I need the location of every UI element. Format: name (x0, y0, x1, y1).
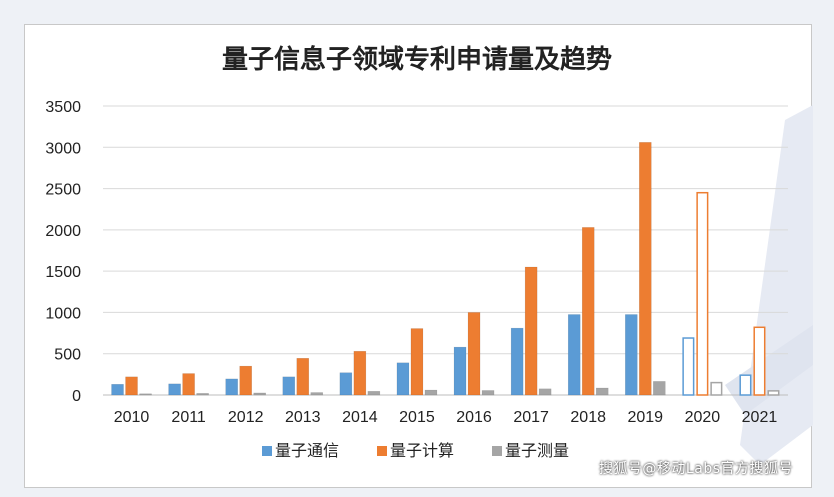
x-tick-label: 2019 (627, 409, 663, 426)
x-tick-label: 2012 (228, 409, 264, 426)
bar (197, 393, 209, 395)
bar (140, 394, 152, 395)
legend-label: 量子计算 (390, 441, 454, 460)
bar (368, 391, 380, 395)
bar (169, 384, 181, 395)
bar (240, 366, 252, 395)
bar (468, 312, 480, 395)
y-tick-label: 3000 (45, 140, 81, 157)
x-tick-label: 2020 (685, 409, 721, 426)
x-tick-label: 2016 (456, 409, 492, 426)
bar (697, 193, 708, 395)
bar (511, 328, 523, 395)
x-tick-label: 2011 (171, 409, 206, 426)
legend-swatch (377, 446, 387, 456)
y-tick-label: 1500 (45, 264, 81, 281)
x-tick-label: 2010 (114, 409, 150, 426)
legend-item: 量子测量 (492, 441, 569, 460)
bar (425, 390, 437, 395)
bar (568, 314, 580, 395)
bars (112, 142, 779, 395)
bar (254, 393, 266, 395)
bar (653, 381, 665, 395)
chart-frame: 0 500 1000 1500 2000 2500 3000 3500 2010 2011 201… (24, 24, 812, 488)
legend-swatch (262, 446, 272, 456)
legend-label: 量子通信 (275, 441, 339, 460)
x-tick-label: 2015 (399, 409, 435, 426)
x-tick-label: 2014 (342, 409, 378, 426)
bar (340, 373, 352, 395)
bar (454, 347, 466, 395)
legend-label: 量子测量 (505, 441, 569, 460)
bar (226, 379, 238, 395)
bar (711, 383, 722, 395)
bar (482, 390, 494, 395)
bar (397, 363, 409, 395)
x-tick-label: 2021 (742, 409, 778, 426)
y-tick-label: 500 (54, 347, 81, 364)
legend: 量子通信 量子计算 量子测量 (262, 441, 569, 460)
y-tick-label: 1000 (45, 305, 81, 322)
bar (311, 393, 323, 395)
bar (768, 391, 779, 395)
bar (639, 142, 651, 395)
watermark-text: 搜狐号@移动Labs官方搜狐号 (599, 458, 793, 478)
legend-item: 量子通信 (262, 441, 339, 460)
y-axis-tick-labels: 0 500 1000 1500 2000 2500 3000 3500 (45, 99, 81, 405)
bar (297, 358, 309, 395)
bar (596, 388, 608, 395)
bar (539, 389, 551, 395)
x-tick-label: 2017 (513, 409, 549, 426)
y-tick-label: 2500 (45, 182, 81, 199)
bar (283, 377, 295, 395)
bar (625, 314, 637, 395)
y-tick-label: 0 (72, 388, 81, 405)
y-tick-label: 2000 (45, 223, 81, 240)
x-tick-label: 2018 (570, 409, 606, 426)
y-tick-label: 3500 (45, 99, 81, 116)
x-tick-label: 2013 (285, 409, 321, 426)
bar (683, 338, 694, 395)
legend-item: 量子计算 (377, 441, 454, 460)
bar (754, 327, 765, 395)
bar (112, 384, 124, 395)
bar (582, 227, 594, 395)
bar (411, 329, 423, 395)
bar (740, 375, 751, 395)
bar (354, 351, 366, 395)
x-axis-tick-labels: 2010 2011 2012 2013 2014 2015 2016 2017 2018 2019… (114, 409, 778, 426)
bar (525, 267, 537, 395)
bar (183, 374, 195, 395)
legend-swatch (492, 446, 502, 456)
chart-title: 量子信息子领域专利申请量及趋势 (222, 44, 612, 75)
bar (126, 377, 138, 395)
